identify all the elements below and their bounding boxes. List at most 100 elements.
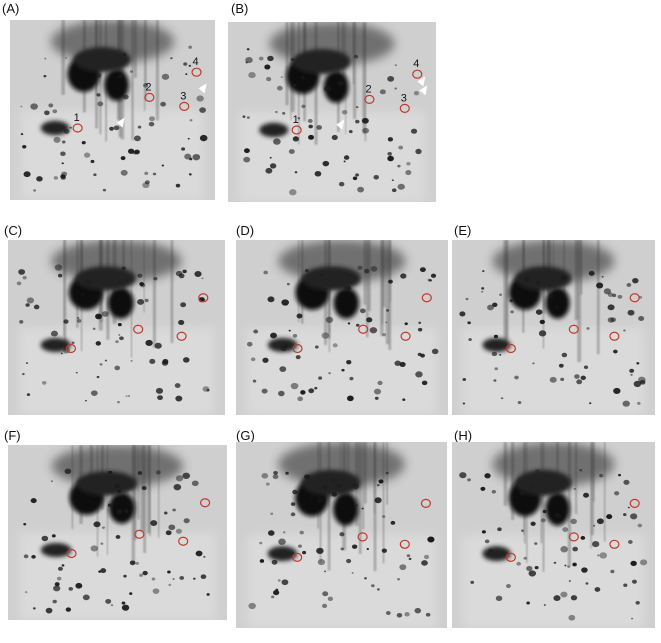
marked-spot [399, 539, 410, 549]
protein-spot [623, 479, 630, 485]
protein-spot [385, 471, 389, 475]
protein-spot [280, 76, 283, 79]
protein-spot [104, 359, 107, 362]
protein-spot [352, 483, 360, 490]
protein-spot [548, 294, 555, 299]
protein-spot [161, 164, 165, 167]
protein-spot [57, 566, 63, 571]
protein-spot [316, 125, 322, 130]
protein-spot [636, 362, 640, 365]
protein-spot [529, 485, 532, 488]
protein-spot [97, 101, 104, 107]
protein-spot [399, 361, 406, 367]
protein-spot [292, 136, 300, 142]
protein-spot [90, 390, 98, 396]
protein-spot [570, 595, 578, 601]
protein-spot [402, 398, 406, 401]
streak [364, 22, 367, 142]
protein-spot [534, 469, 541, 474]
streak [157, 445, 160, 538]
protein-spot [108, 470, 113, 475]
protein-spot [506, 584, 511, 589]
protein-spot [43, 74, 47, 78]
marked-spot [191, 67, 202, 77]
protein-spot [343, 155, 350, 160]
protein-spot [305, 281, 310, 286]
protein-spot [581, 567, 588, 573]
protein-spot [369, 327, 378, 334]
protein-spot [246, 341, 253, 347]
protein-spot [332, 343, 338, 348]
protein-spot [408, 557, 412, 561]
protein-spot [201, 277, 204, 280]
protein-spot [346, 558, 352, 564]
protein-spot [83, 152, 91, 158]
protein-spot [93, 521, 101, 528]
streak [603, 442, 606, 542]
protein-spot [580, 536, 586, 540]
protein-spot [382, 333, 387, 337]
protein-spot [399, 564, 407, 571]
protein-spot [594, 587, 601, 592]
protein-spot [322, 484, 329, 490]
protein-spot [406, 161, 411, 166]
protein-spot [553, 595, 561, 602]
protein-spot [327, 596, 334, 602]
protein-spot [355, 323, 360, 327]
protein-spot [193, 577, 196, 580]
streak [358, 442, 362, 555]
protein-spot [137, 299, 145, 305]
protein-spot [497, 527, 502, 532]
spot-label: 1 [74, 112, 80, 124]
protein-spot [286, 282, 290, 286]
protein-spot [481, 290, 484, 293]
protein-spot [341, 368, 345, 372]
protein-spot [90, 159, 95, 164]
protein-spot [601, 275, 604, 278]
protein-spot [275, 588, 279, 591]
protein-spot [96, 375, 100, 379]
protein-spot [596, 282, 604, 289]
protein-spot [532, 362, 535, 365]
protein-spot [248, 602, 256, 610]
protein-spot [628, 540, 633, 544]
protein-spot [353, 54, 359, 59]
streak [366, 240, 369, 338]
protein-spot [144, 171, 149, 175]
protein-spot [514, 375, 519, 380]
marked-spot [65, 343, 77, 354]
protein-spot [484, 539, 490, 544]
protein-spot [183, 62, 188, 66]
streak [577, 240, 582, 363]
marked-spot [134, 529, 145, 539]
protein-spot [96, 93, 101, 97]
smear [75, 266, 137, 291]
protein-spot [394, 360, 401, 366]
protein-spot [25, 303, 30, 307]
protein-spot [493, 334, 498, 339]
protein-spot [180, 302, 187, 308]
protein-spot [538, 330, 547, 337]
protein-spot [61, 162, 64, 165]
spot-label: 4 [413, 58, 419, 70]
protein-spot [182, 472, 191, 479]
protein-spot [364, 577, 367, 580]
protein-spot [81, 140, 86, 145]
protein-spot [188, 64, 192, 67]
gel-image [236, 240, 448, 415]
protein-spot [139, 573, 143, 577]
marked-spot [179, 101, 190, 112]
protein-spot [627, 309, 635, 316]
gel-image [452, 240, 655, 415]
protein-spot [351, 544, 358, 549]
protein-spot [22, 373, 25, 376]
smear [301, 266, 362, 291]
protein-spot [307, 118, 313, 123]
protein-spot [296, 313, 303, 319]
protein-spot [259, 541, 263, 545]
protein-spot [481, 287, 485, 290]
protein-spot [322, 591, 329, 597]
protein-spot [149, 116, 155, 122]
protein-spot [297, 117, 301, 120]
protein-spot [348, 130, 353, 134]
